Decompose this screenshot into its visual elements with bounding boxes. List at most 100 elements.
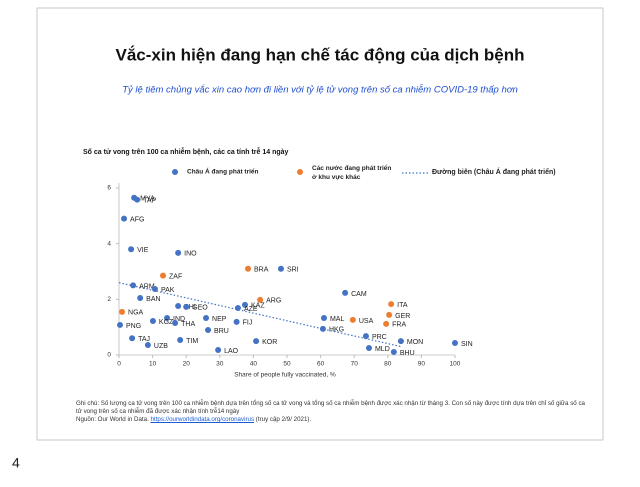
source-date: (truy cập 2/9/ 2021). <box>255 416 312 423</box>
point <box>452 340 458 347</box>
point <box>383 320 390 327</box>
point <box>215 346 222 353</box>
point-label: TIM <box>186 338 198 345</box>
x-tick-label: 90 <box>418 361 426 368</box>
x-tick-label: 20 <box>183 361 191 368</box>
x-axis-label: Share of people fully vaccinated, % <box>234 372 336 379</box>
point <box>257 296 264 303</box>
x-tick-label: 100 <box>450 361 461 368</box>
point-label: VIE <box>137 247 149 254</box>
point <box>117 321 124 328</box>
legend-marker <box>297 169 303 175</box>
point <box>245 265 252 272</box>
point <box>349 316 356 323</box>
point <box>242 301 248 308</box>
point-label: UZB <box>154 343 168 350</box>
point-label: AZE <box>244 306 258 313</box>
point-label: HKG <box>329 327 344 334</box>
point-label: ARM <box>139 283 155 290</box>
point <box>121 215 128 222</box>
point-label: INO <box>184 251 197 258</box>
point <box>134 196 141 203</box>
x-tick-label: 0 <box>117 361 121 368</box>
point <box>390 348 397 355</box>
point-label: NEP <box>212 316 227 323</box>
point <box>365 345 372 352</box>
point-label: BAN <box>146 296 160 303</box>
page-number: 4 <box>12 455 20 471</box>
note: Ghi chú: Số lượng ca tử vong trên 100 ca… <box>76 400 585 415</box>
point <box>203 314 210 321</box>
point <box>233 318 240 325</box>
point-label: PAK <box>161 287 175 294</box>
point <box>151 286 158 293</box>
source-link[interactable]: https://ourworldindata.org/coronavirus <box>150 416 255 423</box>
point <box>175 303 182 310</box>
point-label: GER <box>395 313 410 320</box>
point <box>149 318 156 325</box>
point <box>205 326 212 333</box>
point-label: SIN <box>461 341 473 348</box>
point-label: BHU <box>400 350 415 357</box>
point-label: LAO <box>224 348 239 355</box>
chart-title: Vắc-xin hiện đang hạn chế tác động của d… <box>115 45 524 64</box>
y-tick-label: 0 <box>107 352 111 359</box>
point-label: SRI <box>287 267 299 274</box>
y-axis-label: Số ca tử vong trên 100 ca nhiễm bệnh, cá… <box>83 147 289 156</box>
point <box>388 301 395 308</box>
y-tick-label: 2 <box>107 296 111 303</box>
x-tick-label: 50 <box>283 361 291 368</box>
chart-subtitle: Tỷ lệ tiêm chủng vắc xin cao hơn đi liền… <box>122 85 518 96</box>
x-tick-label: 80 <box>384 361 392 368</box>
point <box>130 282 137 289</box>
x-tick-label: 40 <box>250 361 258 368</box>
point-label: ARG <box>266 298 281 305</box>
y-tick-label: 4 <box>107 240 111 247</box>
legend-label: Các nước đang phát triển ở khu vực khác <box>312 164 393 181</box>
point-label: KGZ <box>159 319 174 326</box>
slide-frame <box>36 7 604 441</box>
point-label: ZAF <box>169 274 182 281</box>
point <box>183 303 190 310</box>
point <box>164 314 171 321</box>
point <box>119 308 126 315</box>
point-label: FIJ <box>243 320 253 327</box>
source: Nguồn: Our World in Data. <box>76 416 149 423</box>
trend-line <box>118 282 402 348</box>
point <box>320 314 327 321</box>
point <box>175 249 182 256</box>
point-label: BRA <box>254 267 269 274</box>
point <box>128 246 135 253</box>
point-label: TAP <box>143 198 156 205</box>
point-label: TAJ <box>138 336 150 343</box>
point-label: IND <box>173 316 185 323</box>
point-label: GEO <box>192 305 208 312</box>
point <box>342 289 349 296</box>
point-label: PNG <box>126 323 141 330</box>
x-tick-label: 70 <box>351 361 359 368</box>
point-label: PHI <box>184 304 196 311</box>
point-label: USA <box>359 318 374 325</box>
point <box>253 338 260 345</box>
point-label: BRU <box>214 328 229 335</box>
y-tick-label: 6 <box>107 185 111 192</box>
point <box>362 333 369 340</box>
point <box>234 304 241 311</box>
point-label: THA <box>181 321 195 328</box>
point <box>386 311 393 318</box>
point <box>160 272 167 279</box>
legend-label: Châu Á đang phát triển <box>187 167 259 176</box>
x-tick-label: 10 <box>149 361 157 368</box>
point <box>144 341 151 348</box>
point-label: MAL <box>330 316 345 323</box>
point-label: AFG <box>130 216 144 223</box>
x-tick-label: 30 <box>216 361 224 368</box>
point <box>172 319 179 326</box>
legend-marker <box>172 169 178 175</box>
point-label: MON <box>407 339 423 346</box>
legend-label: Đường biên (Châu Á đang phát triển) <box>432 167 556 176</box>
point-label: KOR <box>262 339 277 346</box>
point-label: PRC <box>372 334 387 341</box>
